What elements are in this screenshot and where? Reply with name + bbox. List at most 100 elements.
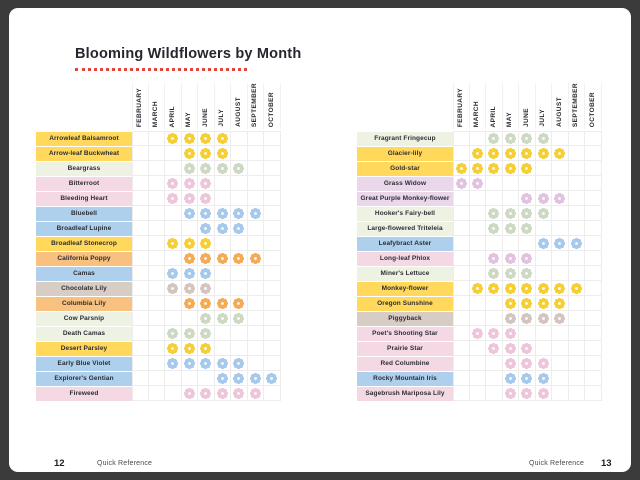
bloom-cell [535, 386, 552, 401]
table-rows: Fragrant Fringecup Glacier-lily Gold-star G… [357, 131, 602, 401]
table-row: Large-flowered Triteleia [357, 221, 602, 236]
flower-icon [200, 177, 212, 189]
table-row: Miner's Lettuce [357, 266, 602, 281]
flower-name-label: Beargrass [36, 161, 132, 176]
flower-icon [183, 147, 195, 159]
bloom-cell [181, 206, 198, 221]
bloom-cell [469, 206, 486, 221]
bloom-cell [453, 386, 470, 401]
bloom-cells [453, 371, 602, 386]
bloom-cell [535, 191, 552, 206]
bloom-cell [585, 146, 602, 161]
bloom-cell [585, 206, 602, 221]
flower-icon [504, 297, 516, 309]
bloom-cell [231, 386, 248, 401]
bloom-cell [585, 281, 602, 296]
bloom-cells [132, 326, 281, 341]
bloom-cell [502, 281, 519, 296]
bloom-cell [165, 386, 182, 401]
bloom-cell [568, 296, 585, 311]
bloom-cell [231, 131, 248, 146]
flower-icon [233, 372, 245, 384]
bloom-cell [585, 191, 602, 206]
flower-icon [200, 357, 212, 369]
flower-name-label: Miner's Lettuce [357, 266, 453, 281]
flower-name-label: Fireweed [36, 386, 132, 401]
bloom-cell [502, 371, 519, 386]
bloom-cell [552, 356, 569, 371]
bloom-cells [453, 386, 602, 401]
bloom-cell [181, 326, 198, 341]
bloom-cell [214, 371, 231, 386]
bloom-cell [132, 356, 149, 371]
bloom-cell [535, 131, 552, 146]
bloom-cell [486, 206, 503, 221]
bloom-cell [264, 236, 281, 251]
flower-icon [167, 327, 179, 339]
bloom-cell [552, 386, 569, 401]
bloom-cell [165, 371, 182, 386]
month-column-header: MAY [503, 83, 519, 129]
table-row: Oregon Sunshine [357, 296, 602, 311]
month-label: JUNE [201, 108, 209, 127]
flower-icon [504, 252, 516, 264]
table-row: Poet's Shooting Star [357, 326, 602, 341]
bloom-cell [486, 311, 503, 326]
bloom-cell [148, 386, 165, 401]
month-label: APRIL [489, 105, 497, 128]
bloom-cell [552, 281, 569, 296]
table-row: Glacier-lily [357, 146, 602, 161]
bloom-cell [247, 176, 264, 191]
bloom-cell [181, 251, 198, 266]
bloom-cell [535, 161, 552, 176]
bloom-cell [198, 326, 215, 341]
flower-icon [504, 357, 516, 369]
bloom-cell [264, 131, 281, 146]
bloom-cell [552, 176, 569, 191]
flower-icon [233, 162, 245, 174]
bloom-cell [264, 386, 281, 401]
bloom-cell [519, 251, 536, 266]
bloom-cell [214, 221, 231, 236]
bloom-cell [181, 131, 198, 146]
bloom-cell [552, 146, 569, 161]
bloom-cell [453, 356, 470, 371]
bloom-cells [453, 326, 602, 341]
flower-icon [249, 387, 261, 399]
flower-icon [183, 387, 195, 399]
bloom-cell [198, 356, 215, 371]
flower-icon [521, 372, 533, 384]
bloom-cell [148, 311, 165, 326]
table-row: Long-leaf Phlox [357, 251, 602, 266]
bloom-cell [552, 236, 569, 251]
bloom-cell [214, 131, 231, 146]
bloom-cell [148, 236, 165, 251]
bloom-cell [231, 221, 248, 236]
bloom-cell [453, 161, 470, 176]
flower-icon [521, 267, 533, 279]
bloom-cell [486, 296, 503, 311]
bloom-cell [198, 251, 215, 266]
table-row: Piggyback [357, 311, 602, 326]
bloom-cell [264, 311, 281, 326]
flower-icon [554, 147, 566, 159]
flower-icon [183, 282, 195, 294]
flower-icon [455, 162, 467, 174]
month-label: JULY [218, 109, 225, 127]
flower-icon [183, 177, 195, 189]
footer-label-right: Quick Reference [529, 460, 585, 467]
table-row: Gold-star [357, 161, 602, 176]
bloom-cell [132, 281, 149, 296]
bloom-cell [264, 221, 281, 236]
bloom-cell [148, 146, 165, 161]
month-column-header: JULY [215, 83, 231, 129]
month-column-header: FEBRUARY [453, 83, 470, 129]
table-row: Rocky Mountain Iris [357, 371, 602, 386]
flower-icon [504, 342, 516, 354]
bloom-cell [264, 296, 281, 311]
bloom-cell [165, 251, 182, 266]
bloom-cell [486, 236, 503, 251]
month-label: AUGUST [555, 97, 563, 127]
table-row: Death Camas [36, 326, 281, 341]
table-row: Great Purple Monkey-flower [357, 191, 602, 206]
